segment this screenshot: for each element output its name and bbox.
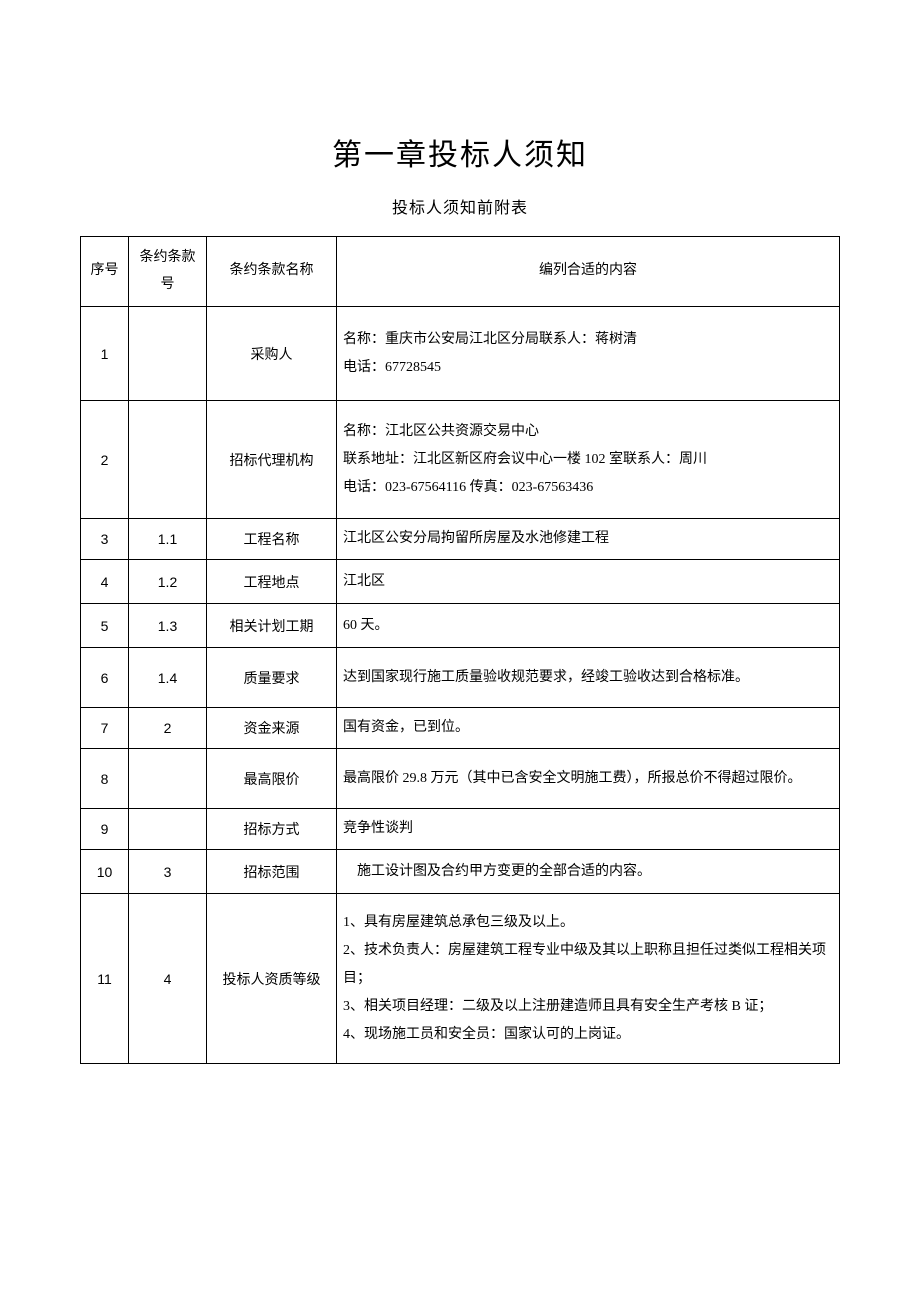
content-line: 联系地址：江北区新区府会议中心一楼 102 室联系人：周川 xyxy=(343,446,833,474)
cell-clause-code: 1.3 xyxy=(129,604,207,648)
content-line: 竞争性谈判 xyxy=(343,815,833,843)
table-row: 103招标范围 施工设计图及合约甲方变更的全部合适的内容。 xyxy=(81,850,840,894)
cell-content: 60 天。 xyxy=(337,604,840,648)
table-row: 1 采购人名称：重庆市公安局江北区分局联系人：蒋树清电话：67728545 xyxy=(81,307,840,401)
cell-content: 名称：江北区公共资源交易中心联系地址：江北区新区府会议中心一楼 102 室联系人… xyxy=(337,401,840,519)
cell-content: 1、具有房屋建筑总承包三级及以上。2、技术负责人：房屋建筑工程专业中级及其以上职… xyxy=(337,894,840,1064)
content-line: 4、现场施工员和安全员：国家认可的上岗证。 xyxy=(343,1021,833,1049)
col-body: 编列合适的内容 xyxy=(337,237,840,307)
table-row: 8 最高限价最高限价 29.8 万元（其中已含安全文明施工费），所报总价不得超过限… xyxy=(81,749,840,809)
cell-content: 竞争性谈判 xyxy=(337,809,840,850)
table-row: 41.2工程地点江北区 xyxy=(81,560,840,604)
cell-clause-name: 招标方式 xyxy=(207,809,337,850)
cell-clause-name: 工程名称 xyxy=(207,519,337,560)
table-head: 序号 条约条款号 条约条款名称 编列合适的内容 xyxy=(81,237,840,307)
content-line: 达到国家现行施工质量验收规范要求，经竣工验收达到合格标准。 xyxy=(343,664,833,692)
content-line: 施工设计图及合约甲方变更的全部合适的内容。 xyxy=(343,858,833,886)
page-subtitle: 投标人须知前附表 xyxy=(80,194,840,218)
cell-clause-name: 质量要求 xyxy=(207,648,337,708)
cell-clause-code: 1.1 xyxy=(129,519,207,560)
cell-clause-code: 4 xyxy=(129,894,207,1064)
content-line: 1、具有房屋建筑总承包三级及以上。 xyxy=(343,909,833,937)
cell-clause-name: 招标代理机构 xyxy=(207,401,337,519)
cell-seq: 11 xyxy=(81,894,129,1064)
cell-seq: 4 xyxy=(81,560,129,604)
table-row: 72资金来源国有资金，已到位。 xyxy=(81,708,840,749)
content-line: 名称：重庆市公安局江北区分局联系人：蒋树清 xyxy=(343,326,833,354)
table-body: 1 采购人名称：重庆市公安局江北区分局联系人：蒋树清电话：67728545 2 招标代… xyxy=(81,307,840,1064)
cell-seq: 6 xyxy=(81,648,129,708)
cell-clause-code: 2 xyxy=(129,708,207,749)
cell-seq: 3 xyxy=(81,519,129,560)
content-line: 国有资金，已到位。 xyxy=(343,714,833,742)
table-row: 51.3相关计划工期60 天。 xyxy=(81,604,840,648)
cell-clause-code xyxy=(129,809,207,850)
cell-clause-code xyxy=(129,401,207,519)
content-line: 最高限价 29.8 万元（其中已含安全文明施工费），所报总价不得超过限价。 xyxy=(343,765,833,793)
cell-content: 达到国家现行施工质量验收规范要求，经竣工验收达到合格标准。 xyxy=(337,648,840,708)
document-page: 第一章投标人须知 投标人须知前附表 序号 条约条款号 条约条款名称 编列合适的内… xyxy=(0,0,920,1301)
table-row: 31.1工程名称江北区公安分局拘留所房屋及水池修建工程 xyxy=(81,519,840,560)
cell-content: 施工设计图及合约甲方变更的全部合适的内容。 xyxy=(337,850,840,894)
cell-seq: 1 xyxy=(81,307,129,401)
col-name: 条约条款名称 xyxy=(207,237,337,307)
cell-clause-name: 招标范围 xyxy=(207,850,337,894)
content-line: 60 天。 xyxy=(343,612,833,640)
cell-seq: 8 xyxy=(81,749,129,809)
cell-clause-name: 相关计划工期 xyxy=(207,604,337,648)
table-row: 9 招标方式竞争性谈判 xyxy=(81,809,840,850)
cell-seq: 10 xyxy=(81,850,129,894)
content-line: 江北区 xyxy=(343,568,833,596)
content-line: 江北区公安分局拘留所房屋及水池修建工程 xyxy=(343,525,833,553)
cell-clause-name: 工程地点 xyxy=(207,560,337,604)
col-seq: 序号 xyxy=(81,237,129,307)
content-line: 电话：67728545 xyxy=(343,354,833,382)
cell-seq: 7 xyxy=(81,708,129,749)
cell-seq: 9 xyxy=(81,809,129,850)
cell-content: 江北区公安分局拘留所房屋及水池修建工程 xyxy=(337,519,840,560)
cell-content: 最高限价 29.8 万元（其中已含安全文明施工费），所报总价不得超过限价。 xyxy=(337,749,840,809)
page-title: 第一章投标人须知 xyxy=(80,130,840,174)
cell-clause-name: 资金来源 xyxy=(207,708,337,749)
notice-table: 序号 条约条款号 条约条款名称 编列合适的内容 1 采购人名称：重庆市公安局江北区… xyxy=(80,236,840,1064)
cell-seq: 5 xyxy=(81,604,129,648)
cell-clause-code: 1.4 xyxy=(129,648,207,708)
cell-clause-name: 投标人资质等级 xyxy=(207,894,337,1064)
content-line: 2、技术负责人：房屋建筑工程专业中级及其以上职称且担任过类似工程相关项目； xyxy=(343,937,833,993)
cell-clause-code: 1.2 xyxy=(129,560,207,604)
cell-content: 江北区 xyxy=(337,560,840,604)
cell-clause-code xyxy=(129,749,207,809)
cell-clause-code: 3 xyxy=(129,850,207,894)
content-line: 名称：江北区公共资源交易中心 xyxy=(343,418,833,446)
table-row: 61.4质量要求达到国家现行施工质量验收规范要求，经竣工验收达到合格标准。 xyxy=(81,648,840,708)
col-code: 条约条款号 xyxy=(129,237,207,307)
cell-clause-code xyxy=(129,307,207,401)
table-row: 114投标人资质等级1、具有房屋建筑总承包三级及以上。2、技术负责人：房屋建筑工… xyxy=(81,894,840,1064)
cell-content: 名称：重庆市公安局江北区分局联系人：蒋树清电话：67728545 xyxy=(337,307,840,401)
table-row: 2 招标代理机构名称：江北区公共资源交易中心联系地址：江北区新区府会议中心一楼 1… xyxy=(81,401,840,519)
cell-clause-name: 采购人 xyxy=(207,307,337,401)
cell-seq: 2 xyxy=(81,401,129,519)
cell-content: 国有资金，已到位。 xyxy=(337,708,840,749)
content-line: 电话：023-67564116 传真：023-67563436 xyxy=(343,474,833,502)
content-line: 3、相关项目经理：二级及以上注册建造师且具有安全生产考核 B 证； xyxy=(343,993,833,1021)
cell-clause-name: 最高限价 xyxy=(207,749,337,809)
